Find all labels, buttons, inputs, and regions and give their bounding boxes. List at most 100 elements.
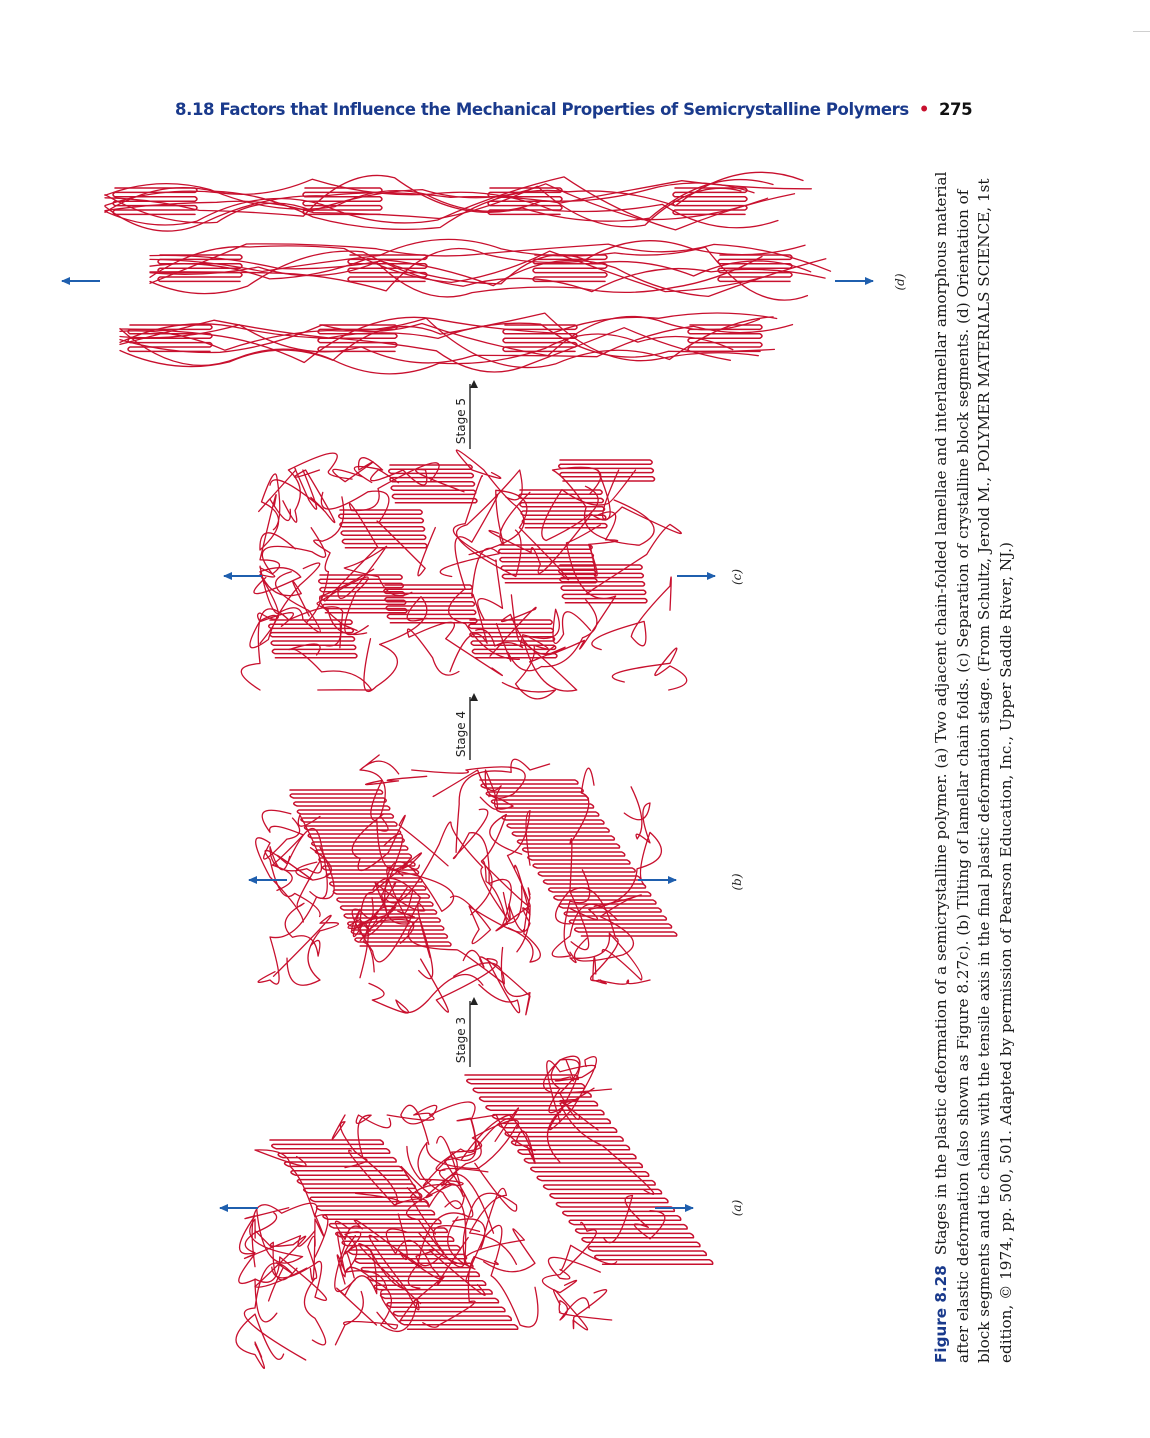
amorphous-chains-b <box>351 813 449 872</box>
amorphous-chains-a <box>441 1119 519 1234</box>
tie-chains-c <box>541 469 637 542</box>
lamella-a-2 <box>464 1074 714 1265</box>
chain-ends-a <box>238 1230 316 1323</box>
panel-label-c: (c) <box>730 569 744 585</box>
stage-5-label: Stage 5 <box>454 398 468 444</box>
block-segment-c-10 <box>558 564 648 604</box>
amorphous-chains-b <box>351 908 415 979</box>
chain-ends-b <box>257 846 335 985</box>
chain-ends-a <box>254 1256 328 1301</box>
tie-chains-c <box>586 469 682 595</box>
tie-chains-c <box>455 449 525 556</box>
lamella-b-2 <box>479 779 678 937</box>
amorphous-chains-a <box>386 1101 477 1187</box>
block-segment-c-3 <box>338 509 428 549</box>
panel-label-a: (a) <box>730 1199 744 1216</box>
chain-ends-a <box>254 1149 329 1258</box>
chain-ends-a <box>249 1207 304 1264</box>
amorphous-chains-a <box>344 1114 392 1169</box>
polymer-chain-drawings <box>104 171 832 1369</box>
amorphous-chains-b <box>502 864 531 932</box>
oriented-tie-chain-d-1 <box>104 180 812 232</box>
tie-chains-c <box>249 562 321 649</box>
panel-label-b: (b) <box>730 873 744 890</box>
amorphous-chains-b <box>368 974 484 1014</box>
tie-chains-c <box>253 567 310 617</box>
tie-chains-c <box>587 511 619 577</box>
chain-ends-b <box>551 869 619 958</box>
amorphous-chains-a <box>447 1216 536 1273</box>
amorphous-chains-b <box>419 958 521 1014</box>
amorphous-chains-a <box>400 1104 438 1146</box>
chain-ends-a <box>559 1098 655 1195</box>
chain-ends-a <box>303 1235 327 1346</box>
amorphous-chains-a <box>465 1224 539 1328</box>
tie-chains-c <box>475 628 578 692</box>
oriented-tie-chain-d-3 <box>119 312 759 368</box>
chain-ends-a <box>235 1313 285 1369</box>
chain-ends-a <box>541 1221 597 1294</box>
panel-label-d: (d) <box>893 273 907 290</box>
oriented-tie-chain-d-1 <box>104 183 769 224</box>
running-head: 8.18 Factors that Influence the Mechanic… <box>175 100 995 126</box>
chain-ends-b <box>569 887 619 982</box>
chain-ends-b <box>255 817 304 923</box>
amorphous-chains-b <box>455 758 551 854</box>
chain-ends-a <box>548 1055 595 1114</box>
tie-chains-c <box>337 545 413 599</box>
oriented-tie-chain-d-3 <box>119 323 732 373</box>
oriented-tie-chain-d-3 <box>119 312 778 364</box>
stage-4-label: Stage 4 <box>454 711 468 757</box>
oriented-tie-chain-d-3 <box>119 315 761 357</box>
amorphous-chains-b <box>411 766 526 810</box>
tie-chains-c <box>495 599 598 672</box>
oriented-tie-chain-d-1 <box>104 185 742 228</box>
block-segment-c-1 <box>268 619 358 659</box>
block-segment-c-9 <box>383 584 478 624</box>
figure-caption: Figure 8.28Stages in the plastic deforma… <box>931 168 1017 1363</box>
page-number: 275 <box>938 100 973 119</box>
chain-ends-b <box>284 860 321 957</box>
oriented-tie-chain-d-2 <box>149 255 763 298</box>
tie-chains-c <box>363 596 428 692</box>
tensile-arrows <box>61 277 874 1212</box>
lamella-a-1 <box>269 1139 519 1330</box>
figure-8-28: Stage 3 Stage 4 Stage 5 (a) (b) (c) (d) <box>61 171 907 1369</box>
oriented-tie-chain-d-1 <box>104 174 774 222</box>
tie-chains-c <box>406 621 503 676</box>
tie-chains-c <box>455 469 523 578</box>
chain-ends-a <box>546 1055 598 1163</box>
tie-chains-c <box>256 567 294 627</box>
oriented-tie-chain-d-1 <box>104 176 796 231</box>
oriented-tie-chain-d-3 <box>119 319 776 358</box>
tie-chains-c <box>288 643 373 691</box>
block-segment-c-5 <box>468 619 558 659</box>
tie-chains-c <box>488 469 611 574</box>
chain-ends-a <box>254 1235 308 1288</box>
tie-chains-c <box>447 493 520 660</box>
amorphous-chains-b <box>462 946 531 1016</box>
amorphous-chains-a <box>354 1135 464 1208</box>
amorphous-chains-b <box>374 833 431 959</box>
tie-chains-c <box>510 594 592 645</box>
chain-ends-a <box>548 1244 618 1280</box>
chain-ends-a <box>546 1059 596 1123</box>
amorphous-chains-b <box>351 877 422 963</box>
oriented-block-d-3-4 <box>687 324 763 353</box>
lamella-b-1 <box>289 789 452 947</box>
amorphous-chains-a <box>422 1255 499 1328</box>
tie-chains-c <box>439 547 500 673</box>
chain-ends-b <box>569 932 643 981</box>
chain-ends-a <box>239 1207 290 1255</box>
amorphous-chains-a <box>334 1219 423 1269</box>
chain-ends-b <box>573 894 642 962</box>
tie-chains-c <box>320 490 436 577</box>
chain-ends-a <box>243 1262 307 1361</box>
panel-labels: (a) (b) (c) (d) <box>730 273 907 1216</box>
tie-chains-c <box>316 576 369 636</box>
figure-label: Figure 8.28 <box>932 1265 950 1363</box>
oriented-tie-chain-d-2 <box>149 245 764 293</box>
section-title: 8.18 Factors that Influence the Mechanic… <box>175 100 909 119</box>
tie-chains-c <box>240 606 344 691</box>
amorphous-chains-b <box>359 754 400 832</box>
